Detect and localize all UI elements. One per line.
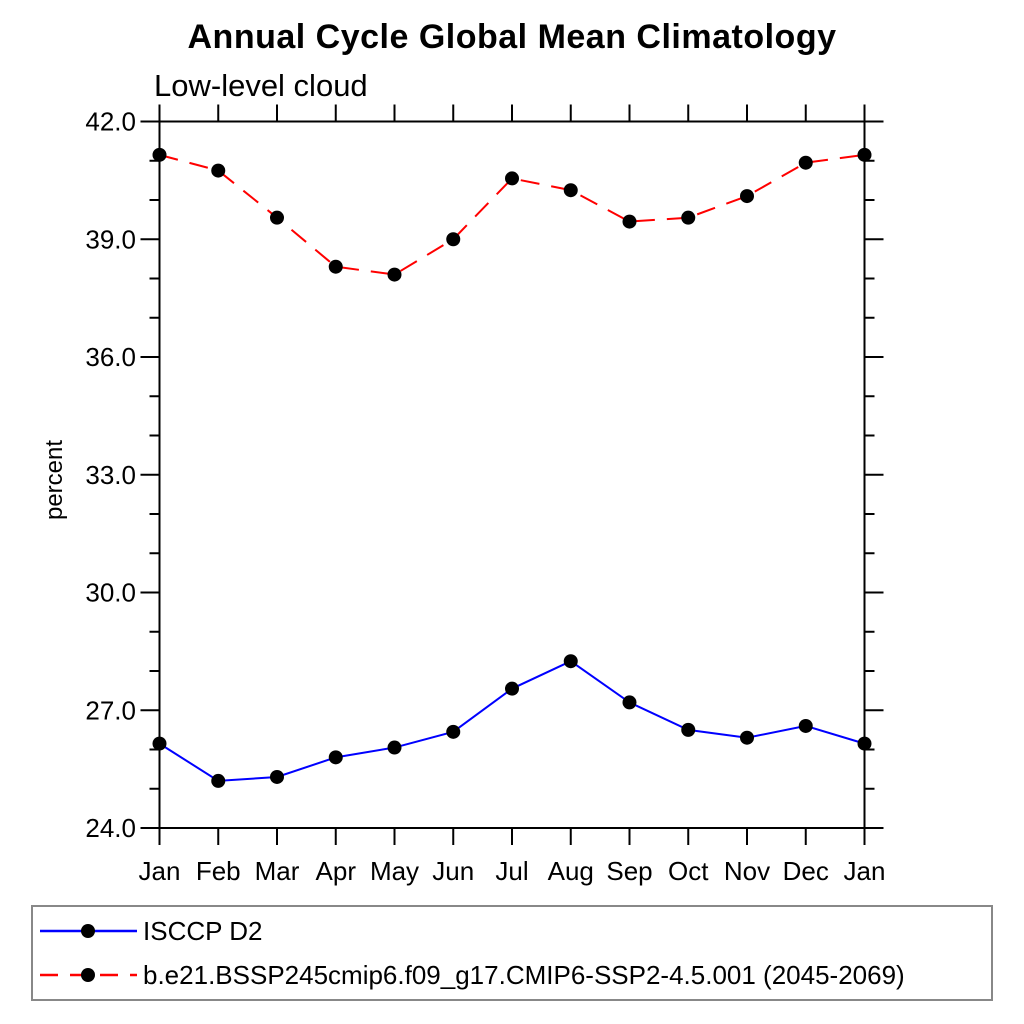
x-tick-label: Jul xyxy=(495,856,528,886)
data-point-markers xyxy=(152,654,872,788)
y-tick-label: 24.0 xyxy=(85,813,136,843)
x-tick-label: Feb xyxy=(196,856,241,886)
x-tick-label: Apr xyxy=(316,856,357,886)
y-tick-label: 36.0 xyxy=(85,342,136,372)
x-tick-label: Jan xyxy=(844,856,886,886)
y-tick-label: 27.0 xyxy=(85,695,136,725)
x-tick-label: Sep xyxy=(606,856,652,886)
data-point-markers xyxy=(152,147,872,282)
legend: ISCCP D2 b.e21.BSSP245cmip6.f09_g17.CMIP… xyxy=(31,905,993,1001)
legend-marker-dot-icon xyxy=(81,924,95,938)
x-tick-label: Nov xyxy=(724,856,770,886)
legend-item-model: b.e21.BSSP245cmip6.f09_g17.CMIP6-SSP2-4.… xyxy=(37,953,991,997)
x-tick-label: Jan xyxy=(139,856,181,886)
y-tick-label: 33.0 xyxy=(85,460,136,490)
legend-line-sample-dashed xyxy=(40,968,137,982)
y-tick-label: 30.0 xyxy=(85,578,136,608)
y-tick-label: 39.0 xyxy=(85,224,136,254)
legend-label: ISCCP D2 xyxy=(143,915,263,946)
chart-title: Annual Cycle Global Mean Climatology xyxy=(187,18,837,56)
plot-border xyxy=(158,120,866,829)
y-tick-label: 42.0 xyxy=(85,107,136,137)
x-tick-label: Mar xyxy=(255,856,300,886)
x-tick-label: Jun xyxy=(432,856,474,886)
axis-ticks xyxy=(140,104,884,845)
legend-label: b.e21.BSSP245cmip6.f09_g17.CMIP6-SSP2-4.… xyxy=(143,959,905,990)
legend-line-sample-solid xyxy=(40,924,137,938)
x-tick-label: Dec xyxy=(783,856,829,886)
series-line xyxy=(158,660,865,782)
x-tick-label: May xyxy=(370,856,419,886)
legend-item-isccp: ISCCP D2 xyxy=(37,909,991,953)
x-tick-label: Oct xyxy=(668,856,709,886)
chart-subtitle: Low-level cloud xyxy=(154,68,368,103)
x-tick-label: Aug xyxy=(548,856,594,886)
legend-marker-dot-icon xyxy=(81,968,95,982)
